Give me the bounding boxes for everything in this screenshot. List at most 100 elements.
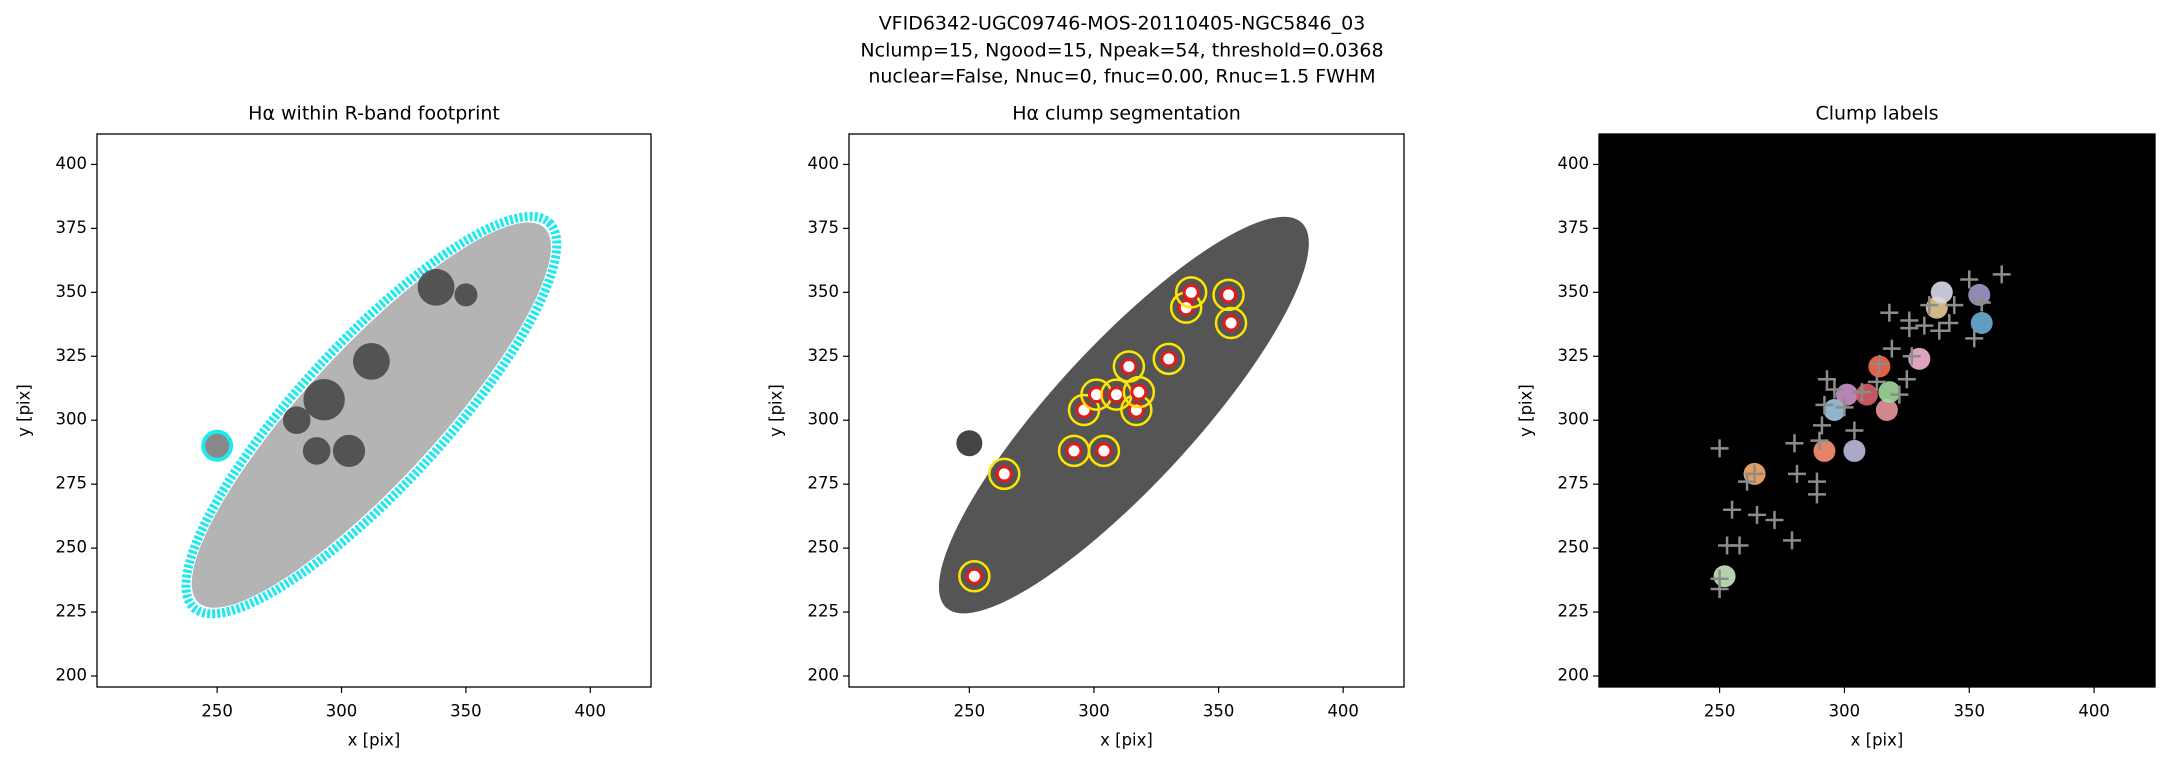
peak-marker	[1785, 434, 1804, 453]
peak-marker	[1730, 536, 1749, 555]
peak-marker	[1940, 314, 1959, 333]
peak-marker	[1902, 347, 1921, 366]
peak-marker	[1817, 370, 1836, 389]
y-tick-label: 275	[56, 474, 88, 493]
peak-marker	[1920, 296, 1939, 315]
peak-marker	[1992, 265, 2011, 284]
peak-marker	[1765, 510, 1784, 529]
clump-marker	[1107, 386, 1125, 404]
peak-marker	[1825, 380, 1844, 399]
peak-marker	[1845, 421, 1864, 440]
clump-contour	[988, 457, 1021, 491]
y-tick-label: 200	[808, 666, 840, 685]
axes-frame	[96, 133, 652, 688]
peak-marker	[1882, 339, 1901, 358]
clump-label-region	[1843, 439, 1866, 462]
y-tick-label: 250	[808, 538, 840, 557]
x-tick-label: 250	[1704, 702, 1736, 721]
clump-label-region	[1878, 381, 1901, 404]
peak-marker	[1710, 439, 1729, 458]
clump-label-region	[1930, 281, 1953, 304]
clump-marker	[965, 567, 983, 585]
dark-knot	[332, 434, 366, 468]
axes-title: Hα within R-band footprint	[248, 103, 500, 125]
peak-marker	[1738, 472, 1757, 491]
y-tick-label: 225	[1558, 602, 1590, 621]
x-tick-label: 250	[201, 702, 233, 721]
clump-contour	[1212, 278, 1245, 312]
x-tick-label: 400	[2078, 702, 2110, 721]
plot-area	[938, 216, 1309, 614]
y-axis-label: y [pix]	[767, 384, 786, 437]
clump-label-region	[1855, 383, 1878, 406]
y-tick-label: 250	[1558, 538, 1590, 557]
y-tick-label: 400	[808, 154, 840, 173]
x-tick-label: 350	[1203, 702, 1235, 721]
galaxy-image	[956, 430, 983, 457]
clump-label-region	[1968, 283, 1991, 306]
peak-marker	[1810, 431, 1829, 450]
peak-marker	[1852, 383, 1871, 402]
peak-marker	[1745, 464, 1764, 483]
dark-knot	[282, 406, 311, 435]
axes-title: Hα clump segmentation	[1012, 103, 1241, 125]
clump-label-region	[1713, 565, 1736, 588]
y-tick-label: 300	[56, 410, 88, 429]
dark-knot	[303, 379, 345, 421]
y-tick-label: 325	[56, 346, 88, 365]
clump-label-region	[1813, 439, 1836, 462]
axes-frame	[1598, 133, 2156, 688]
peak-marker	[1787, 464, 1806, 483]
peak-marker	[1835, 398, 1854, 417]
y-tick-label: 275	[1558, 474, 1590, 493]
dark-knot	[352, 342, 390, 380]
y-tick-label: 275	[808, 474, 840, 493]
dark-knot	[417, 268, 455, 306]
peak-marker	[1812, 416, 1831, 435]
peak-marker	[1945, 296, 1964, 315]
x-tick-label: 350	[450, 702, 482, 721]
y-tick-label: 400	[1558, 154, 1590, 173]
peak-marker	[1807, 472, 1826, 491]
x-axis-label: x [pix]	[1100, 731, 1153, 750]
suptitle: Nclump=15, Ngood=15, Npeak=54, threshold…	[860, 40, 1383, 62]
peak-marker	[1880, 303, 1899, 322]
clump-contour	[1174, 276, 1208, 309]
peak-marker	[1710, 580, 1729, 599]
peak-marker	[1972, 293, 1991, 312]
peak-marker	[1897, 370, 1916, 389]
peak-marker	[1890, 385, 1909, 404]
x-tick-label: 250	[954, 702, 986, 721]
clump-label-region	[1835, 383, 1858, 406]
y-tick-label: 350	[808, 282, 840, 301]
dark-knot	[454, 283, 478, 307]
peak-marker	[1748, 505, 1767, 524]
peak-marker	[1723, 500, 1742, 519]
y-tick-label: 375	[56, 218, 88, 237]
x-tick-label: 300	[326, 702, 358, 721]
clump-marker	[1075, 401, 1093, 419]
suptitle: nuclear=False, Nnuc=0, fnuc=0.00, Rnuc=1…	[868, 66, 1375, 88]
clump-label-region	[1970, 312, 1993, 335]
y-axis-label: y [pix]	[1517, 384, 1536, 437]
x-tick-label: 400	[575, 702, 607, 721]
y-tick-label: 225	[808, 602, 840, 621]
y-tick-label: 200	[56, 666, 88, 685]
peak-marker	[1965, 329, 1984, 348]
galaxy-image	[938, 216, 1309, 614]
x-tick-label: 300	[1829, 702, 1861, 721]
clump-contour	[958, 559, 991, 593]
y-tick-label: 350	[1558, 282, 1590, 301]
peak-marker	[1960, 270, 1979, 289]
clump-contour	[1087, 434, 1121, 468]
y-tick-label: 375	[808, 218, 840, 237]
plot-area	[181, 211, 562, 619]
axes-title: Clump labels	[1815, 103, 1938, 125]
y-tick-label: 225	[56, 602, 88, 621]
clump-marker	[1130, 383, 1148, 401]
x-axis-label: x [pix]	[1851, 731, 1904, 750]
clump-marker	[1222, 314, 1240, 332]
peak-marker	[1915, 316, 1934, 335]
galaxy-image	[191, 222, 551, 608]
